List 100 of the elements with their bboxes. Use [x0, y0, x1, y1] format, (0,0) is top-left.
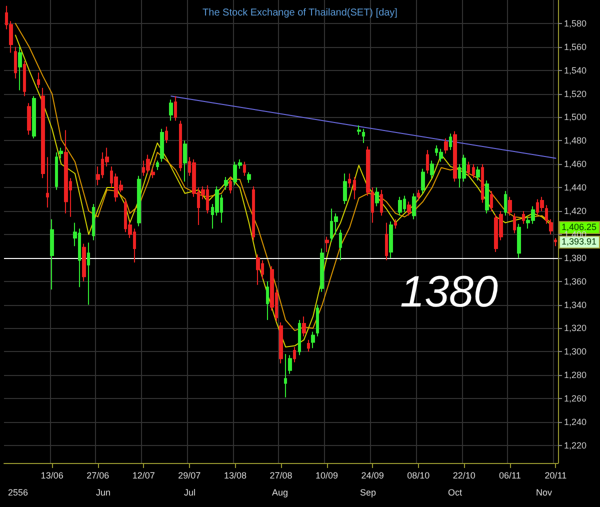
candlestick: [490, 190, 493, 212]
candlestick: [224, 176, 228, 190]
candlestick: [389, 221, 393, 258]
annotation: 1,406.25: [562, 222, 597, 232]
candlestick: [325, 236, 329, 253]
y-tick-label: 1,560: [564, 42, 587, 52]
y-tick-label: 1,420: [564, 206, 587, 216]
candlestick: [453, 130, 457, 182]
annotation: 1,393.91: [562, 236, 597, 247]
candlestick: [27, 102, 31, 136]
text: Aug: [272, 488, 288, 498]
candlestick: [288, 354, 292, 374]
candlestick: [353, 176, 356, 200]
candlestick: [64, 130, 68, 214]
y-tick-label: 1,320: [564, 323, 587, 334]
candlestick: [449, 133, 452, 151]
candlestick: [169, 99, 173, 122]
candlestick: [311, 331, 315, 349]
candlestick: [380, 189, 383, 216]
text: Oct: [448, 488, 462, 498]
candlestick: [316, 304, 319, 337]
x-tick-label: 24/09: [361, 470, 384, 480]
candlestick: [554, 237, 557, 247]
y-tick-label: 1,340: [564, 300, 587, 310]
candlestick: [426, 150, 429, 174]
x-tick-label: 13/08: [224, 470, 246, 480]
candlestick: [55, 152, 58, 190]
candlestick: [362, 128, 365, 144]
candlestick: [256, 254, 260, 286]
candlestick: [472, 164, 475, 179]
candlestick: [50, 218, 54, 290]
candlestick: [279, 322, 283, 364]
candlestick: [439, 148, 443, 162]
candlestick: [82, 243, 86, 282]
text: Sep: [360, 488, 376, 498]
candlestick: [165, 126, 168, 144]
y-tick-label: 1,520: [564, 88, 587, 99]
candlestick: [18, 46, 22, 91]
x-tick-label: 27/08: [270, 470, 292, 480]
candlestick: [549, 218, 553, 235]
candlestick: [513, 212, 516, 234]
y-tick-label: 1,540: [564, 65, 587, 76]
candlestick: [32, 96, 36, 139]
candlestick: [467, 161, 470, 176]
candlestick: [444, 138, 448, 154]
candlestick: [146, 154, 150, 174]
text: Jul: [184, 488, 196, 498]
y-tick-label: 1,500: [564, 112, 587, 122]
candlestick: [41, 87, 45, 179]
candlestick: [156, 160, 159, 170]
candlestick: [522, 210, 525, 224]
candlestick: [485, 180, 489, 214]
x-tick-label: 22/10: [452, 470, 476, 480]
candlestick: [252, 186, 255, 241]
candlestick: [266, 280, 269, 320]
y-tick-label: 1,360: [564, 276, 587, 286]
y-tick-label: 1,240: [564, 416, 587, 427]
candlestick: [137, 175, 141, 227]
candlestick: [394, 218, 397, 230]
candlestick: [183, 140, 187, 182]
text: Nov: [536, 488, 553, 498]
y-tick-label: 1,280: [564, 370, 587, 380]
y-tick-label: 1,260: [564, 394, 587, 404]
text: The Stock Exchange of Thailand(SET) [day]: [202, 8, 398, 18]
candlestick: [87, 242, 90, 306]
candlestick: [339, 229, 342, 261]
candlestick: [430, 160, 434, 179]
candlestick: [407, 201, 411, 216]
candlestick: [517, 223, 521, 258]
candlestick: [23, 60, 26, 97]
candlestick: [504, 190, 507, 216]
candlestick: [481, 164, 484, 204]
candlestick: [375, 187, 379, 207]
x-tick-label: 12/07: [132, 470, 155, 480]
y-tick-label: 1,380: [564, 252, 587, 263]
y-tick-label: 1,440: [564, 182, 587, 193]
candlestick: [37, 72, 40, 88]
candlestick: [357, 124, 361, 136]
candlestick: [293, 346, 296, 363]
candlestick: [421, 168, 425, 194]
candlestick: [92, 203, 95, 241]
candlestick: [343, 172, 347, 204]
x-tick-label: 20/11: [544, 470, 567, 480]
candlestick: [160, 128, 164, 162]
candlestick: [247, 172, 251, 184]
y-tick-label: 1,300: [564, 346, 587, 357]
y-tick-label: 1,480: [564, 136, 587, 146]
candlestick: [476, 166, 480, 182]
candlestick: [298, 320, 301, 356]
x-tick-label: 27/06: [86, 470, 110, 480]
candlestick: [151, 168, 155, 179]
y-tick-label: 1,220: [564, 440, 587, 450]
candlestick: [174, 96, 177, 122]
x-tick-label: 13/06: [40, 470, 64, 480]
y-tick-label: 1,580: [564, 18, 587, 28]
candlestick: [545, 204, 548, 224]
candlestick: [243, 161, 246, 176]
candlestick: [412, 192, 416, 220]
candlestick: [229, 176, 232, 194]
x-tick-label: 10/09: [316, 470, 338, 480]
